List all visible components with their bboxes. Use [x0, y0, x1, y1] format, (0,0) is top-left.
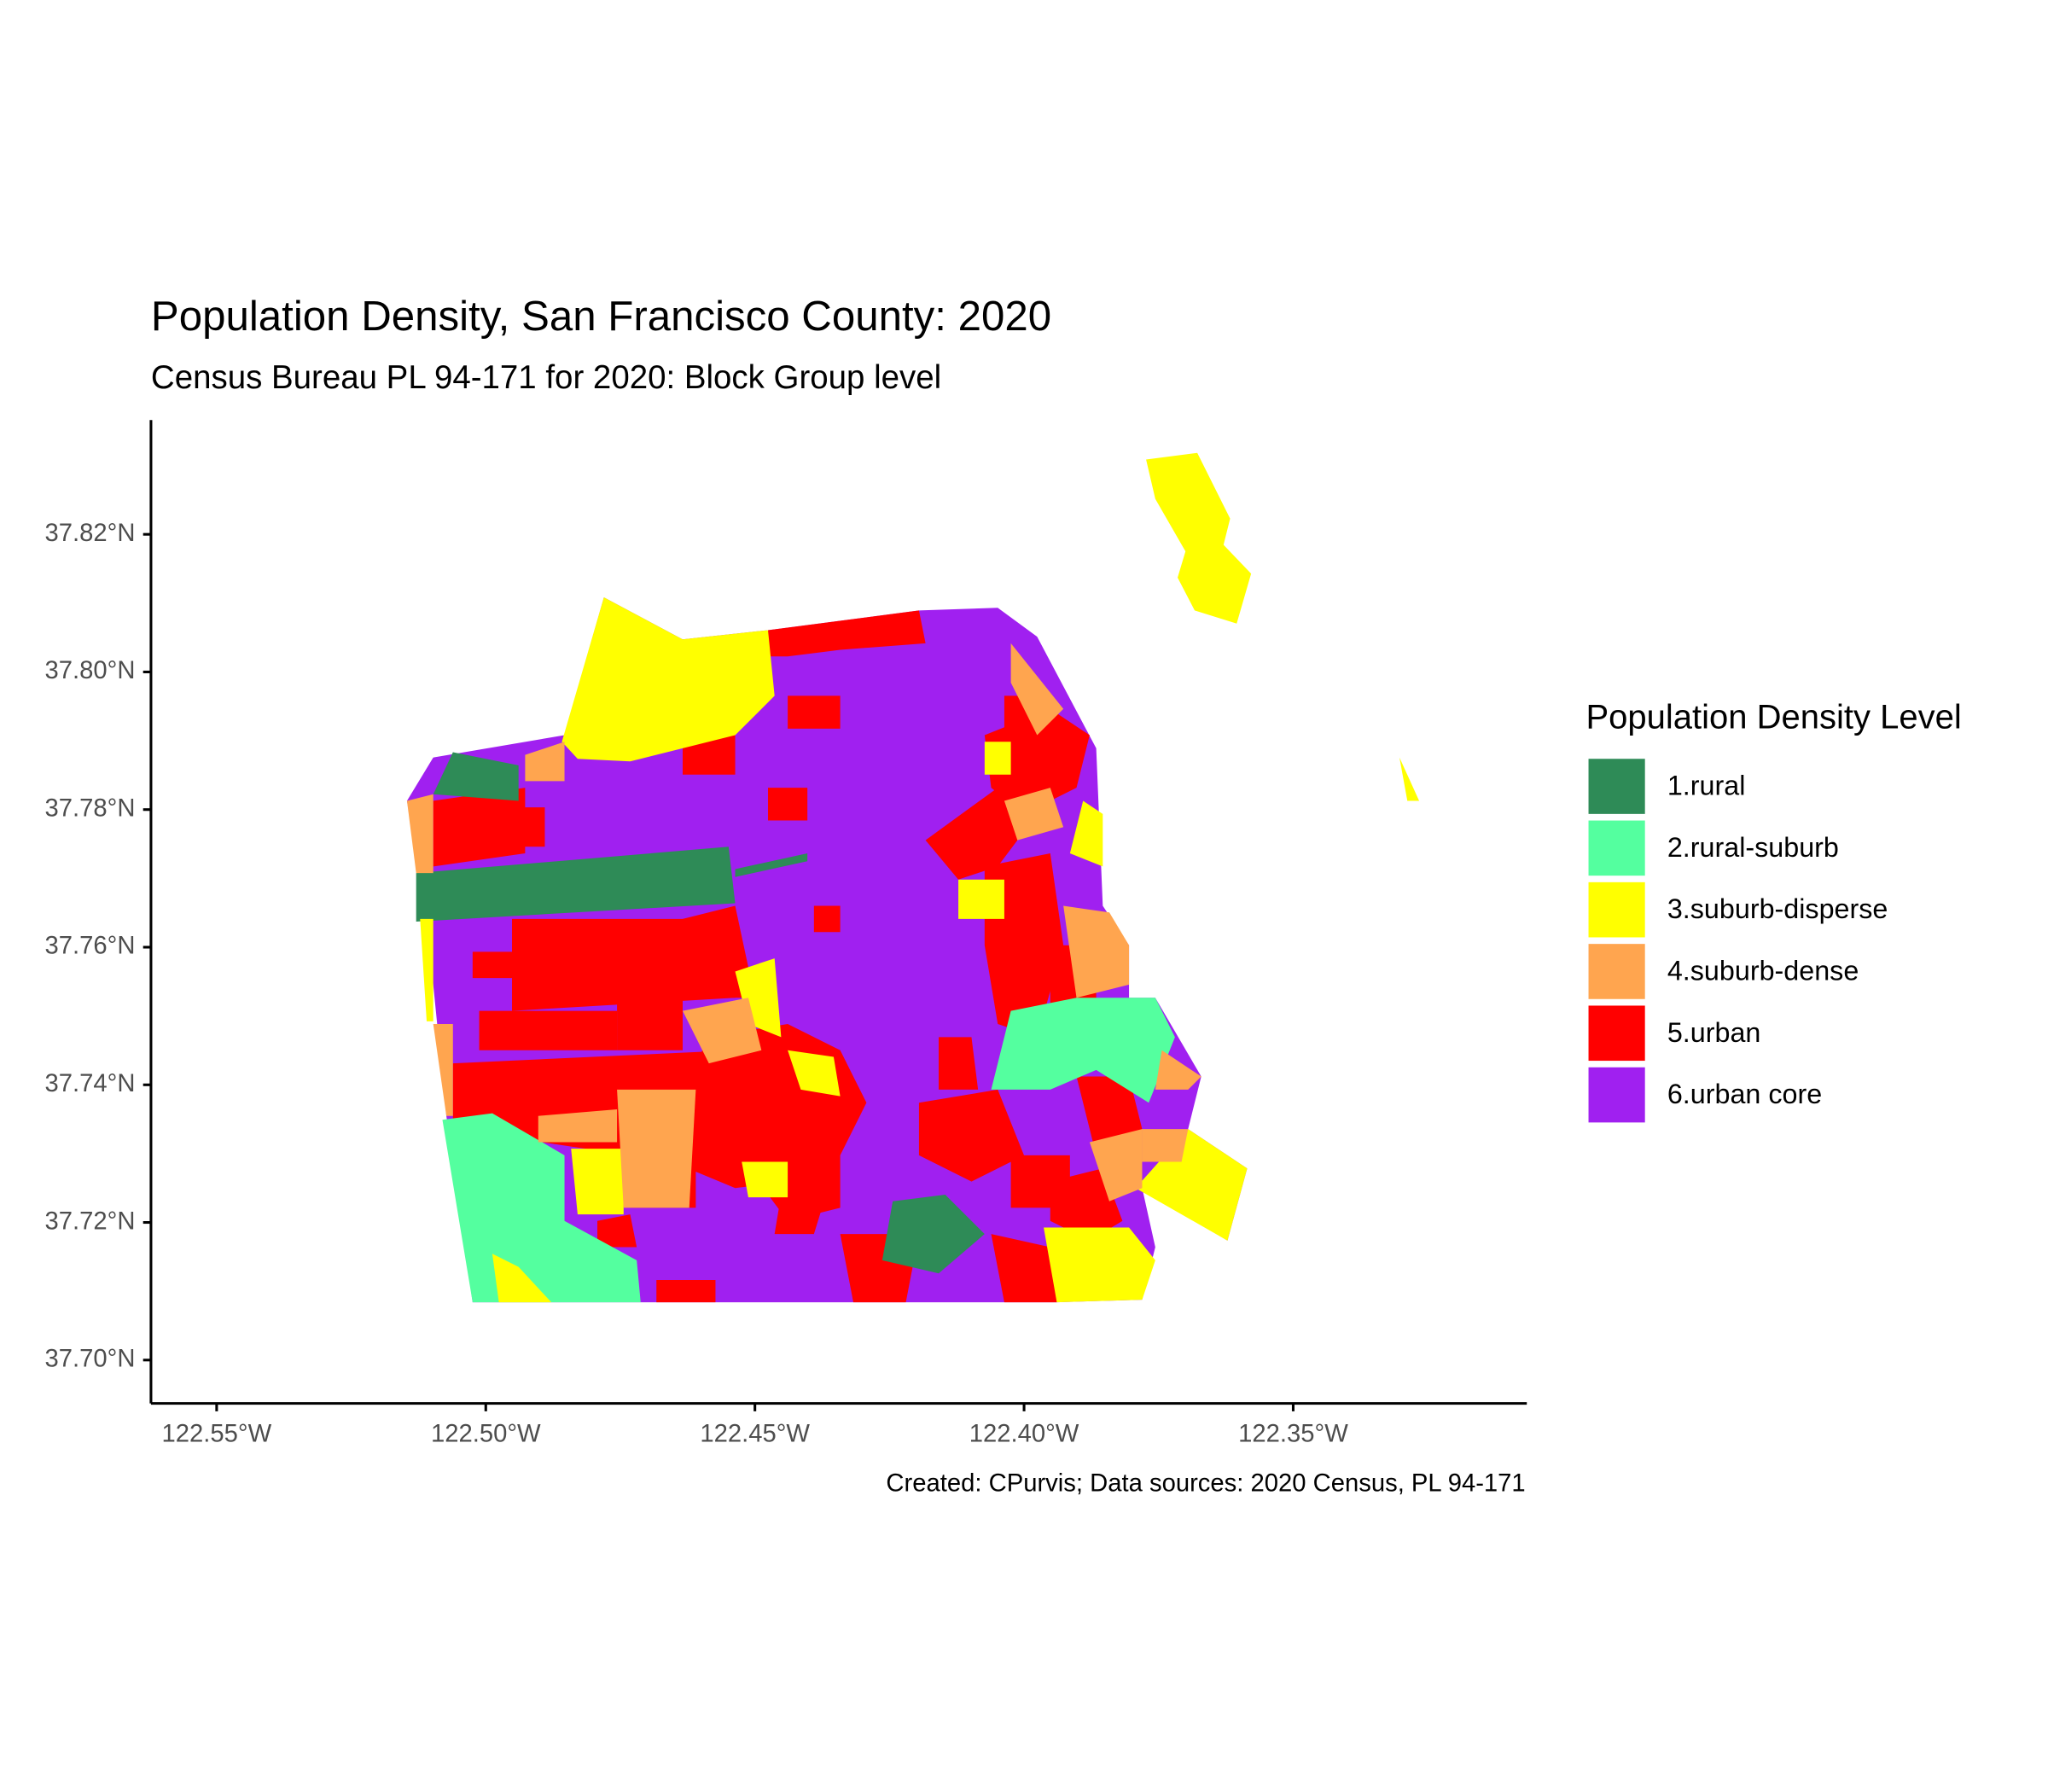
region	[774, 1149, 841, 1235]
x-tick-label: 122.45°W	[700, 1420, 810, 1447]
region	[597, 1214, 637, 1248]
legend-label: 5.urban	[1667, 1017, 1761, 1048]
y-tick-label: 37.70°N	[45, 1346, 136, 1373]
legend-label: 4.suburb-dense	[1667, 956, 1859, 986]
region	[1399, 757, 1420, 801]
region	[1063, 905, 1130, 998]
legend-swatch	[1588, 881, 1645, 938]
legend-swatch	[1588, 1005, 1645, 1062]
region	[768, 788, 808, 821]
chart-title: Population Density, San Francisco County…	[151, 293, 1051, 340]
region	[416, 847, 736, 922]
region	[881, 1195, 985, 1274]
region	[1044, 1227, 1155, 1303]
y-tick-label: 37.72°N	[45, 1207, 136, 1235]
region	[433, 752, 519, 801]
y-tick-label: 37.74°N	[45, 1070, 136, 1097]
region	[656, 1280, 716, 1303]
region	[683, 998, 762, 1064]
region	[525, 742, 565, 782]
legend-label: 2.rural-suburb	[1667, 832, 1839, 863]
x-tick-label: 122.40°W	[969, 1420, 1079, 1447]
x-tick-label: 122.50°W	[431, 1420, 541, 1447]
y-tick-label: 37.78°N	[45, 794, 136, 822]
caption: Created: CPurvis; Data sources: 2020 Cen…	[886, 1470, 1525, 1498]
x-tick-label: 122.55°W	[162, 1420, 272, 1447]
region	[442, 1113, 641, 1303]
region	[571, 1149, 624, 1215]
region	[1146, 452, 1252, 624]
legend-swatch	[1588, 1067, 1645, 1123]
legend-swatch	[1588, 944, 1645, 999]
region	[433, 1024, 453, 1116]
region	[788, 695, 841, 729]
legend-swatch	[1588, 759, 1645, 814]
legend-label: 1.rural	[1667, 771, 1746, 801]
chart-subtitle: Census Bureau PL 94-171 for 2020: Block …	[151, 359, 941, 396]
region	[492, 1254, 552, 1303]
region	[1010, 643, 1064, 736]
region	[991, 1234, 1057, 1303]
region	[991, 998, 1175, 1103]
region	[522, 807, 545, 847]
region	[984, 742, 1011, 775]
region	[735, 853, 808, 877]
region	[479, 1010, 618, 1050]
region	[538, 1109, 618, 1143]
region	[939, 1037, 979, 1090]
legend-label: 6.urban core	[1667, 1079, 1822, 1109]
y-tick-label: 37.76°N	[45, 933, 136, 960]
map	[406, 452, 1420, 1303]
region	[918, 1089, 1024, 1182]
region	[406, 794, 433, 874]
region	[1089, 1129, 1143, 1201]
x-tick-label: 122.35°W	[1238, 1420, 1348, 1447]
region	[1142, 1129, 1189, 1162]
region	[617, 1089, 696, 1208]
y-tick-label: 37.80°N	[45, 657, 136, 684]
region	[813, 905, 841, 933]
region	[561, 597, 775, 762]
region	[617, 932, 683, 1050]
region	[1004, 788, 1064, 841]
region	[768, 610, 926, 657]
region	[958, 879, 1004, 919]
legend-swatch	[1588, 820, 1645, 876]
region	[788, 1050, 841, 1097]
region	[472, 951, 512, 979]
y-tick-label: 37.82°N	[45, 520, 136, 547]
region	[420, 918, 433, 1021]
legend-label: 3.suburb-disperse	[1667, 893, 1888, 924]
region	[1069, 800, 1103, 867]
legend-title: Population Density Level	[1585, 699, 1961, 736]
region	[742, 1161, 788, 1198]
region	[1155, 1050, 1201, 1090]
region	[433, 788, 526, 867]
